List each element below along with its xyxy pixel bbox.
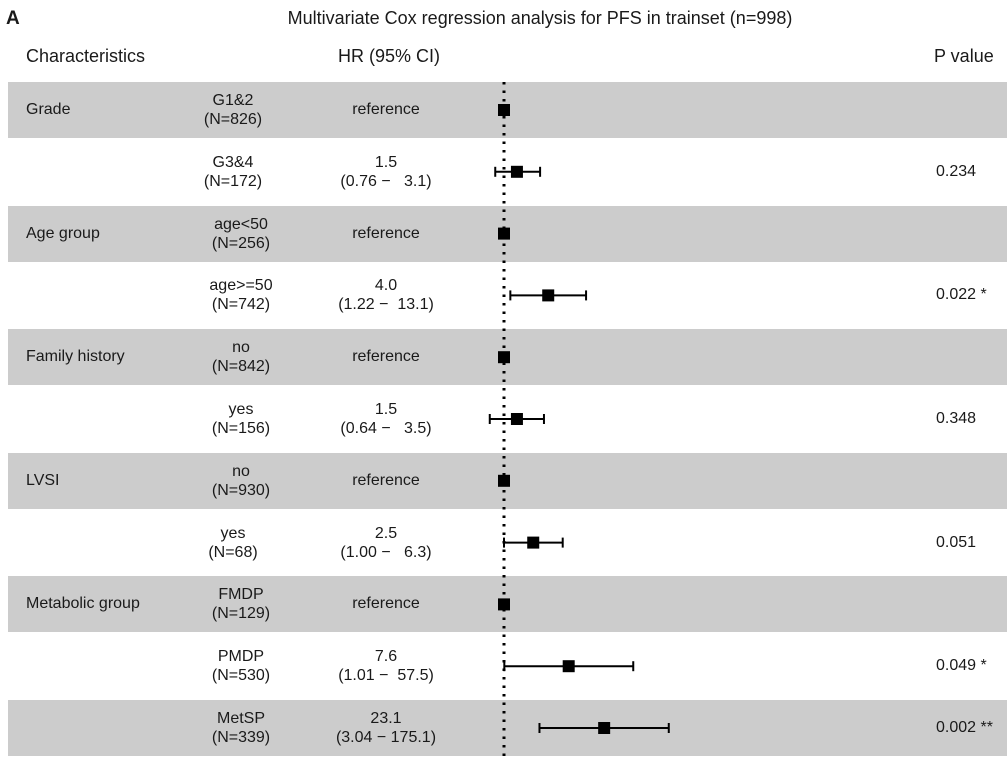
hr-value: 4.0 — [374, 277, 398, 295]
sample-size: (N=68) — [208, 543, 258, 561]
hr-point-marker — [542, 289, 555, 302]
hr-point-marker — [562, 660, 575, 673]
level-label: no — [232, 339, 250, 357]
sample-size: (N=930) — [211, 481, 271, 499]
hr-value: reference — [352, 348, 420, 366]
hr-value: 23.1 — [370, 710, 402, 727]
level-label: no — [232, 462, 250, 480]
level-cell: G1&2 (N=826) — [188, 91, 278, 129]
header-hr: HR (95% CI) — [338, 46, 441, 66]
hr-value: reference — [352, 471, 420, 489]
sample-size: (N=826) — [203, 111, 263, 128]
level-label: G3&4 — [212, 153, 254, 171]
table-row: Age group age<50 (N=256) reference — [8, 205, 1007, 262]
ci-range: (0.64 − 3.5) — [340, 420, 432, 437]
table-row: MetSP (N=339) 23.1 (3.04 − 175.1) 0.002 ** — [8, 700, 1007, 756]
table-row: age>=50 (N=742) 4.0 (1.22 − 13.1) 0.022 * — [8, 267, 1007, 323]
level-label: G1&2 — [212, 92, 254, 109]
ci-range: (1.00 − 6.3) — [340, 543, 432, 561]
level-label: yes — [220, 524, 246, 542]
hr-value: 1.5 — [374, 401, 398, 418]
level-cell: no (N=930) — [196, 462, 286, 500]
p-value: 0.348 — [936, 410, 977, 427]
hr-value: reference — [352, 101, 420, 118]
sample-size: (N=742) — [211, 296, 271, 314]
characteristic-label: Age group — [26, 224, 100, 242]
hr-cell: 1.5 (0.76 − 3.1) — [296, 153, 476, 191]
p-value: 0.022 * — [936, 286, 987, 304]
hr-point-marker — [498, 351, 510, 364]
table-row: yes (N=68) 2.5 (1.00 − 6.3) 0.051 — [8, 515, 1007, 571]
level-label: age<50 — [214, 215, 268, 233]
hr-cell: reference — [296, 471, 476, 490]
hr-point-marker — [527, 536, 540, 549]
chart-title: Multivariate Cox regression analysis for… — [287, 8, 793, 28]
p-value: 0.051 — [936, 533, 977, 551]
level-cell: FMDP (N=129) — [196, 585, 286, 623]
characteristic-label: Family history — [26, 348, 125, 366]
sample-size: (N=129) — [211, 605, 271, 623]
ci-range: (1.22 − 13.1) — [338, 296, 434, 314]
hr-point-marker — [498, 474, 510, 487]
hr-cell: 4.0 (1.22 − 13.1) — [296, 276, 476, 314]
level-cell: age<50 (N=256) — [196, 215, 286, 253]
level-cell: PMDP (N=530) — [196, 647, 286, 685]
hr-point-marker — [498, 598, 510, 611]
hr-point-marker — [510, 413, 523, 425]
hr-cell: 23.1 (3.04 − 175.1) — [296, 709, 476, 747]
hr-cell: reference — [296, 100, 476, 119]
level-label: yes — [228, 401, 254, 418]
level-cell: G3&4 (N=172) — [188, 153, 278, 191]
sample-size: (N=530) — [211, 667, 271, 685]
sample-size: (N=256) — [211, 234, 271, 252]
characteristic-label: Grade — [26, 101, 71, 118]
sample-size: (N=172) — [203, 172, 263, 190]
hr-cell: 7.6 (1.01 − 57.5) — [296, 647, 476, 685]
sample-size: (N=156) — [211, 420, 271, 437]
hr-value: 2.5 — [374, 524, 398, 542]
hr-point-marker — [498, 227, 510, 240]
hr-cell: 2.5 (1.00 − 6.3) — [296, 524, 476, 562]
hr-value: reference — [352, 224, 420, 242]
table-row: G3&4 (N=172) 1.5 (0.76 − 3.1) 0.234 — [8, 144, 1007, 200]
level-cell: age>=50 (N=742) — [196, 276, 286, 314]
ci-range: (0.76 − 3.1) — [340, 172, 432, 190]
p-value: 0.049 * — [936, 657, 987, 675]
hr-cell: reference — [296, 347, 476, 366]
table-row: PMDP (N=530) 7.6 (1.01 − 57.5) 0.049 * — [8, 638, 1007, 694]
level-cell: MetSP (N=339) — [196, 709, 286, 747]
level-cell: no (N=842) — [196, 338, 286, 376]
hr-point-marker — [498, 104, 510, 116]
level-cell: yes (N=68) — [188, 524, 278, 562]
characteristic-label: LVSI — [26, 471, 60, 489]
ci-range: (3.04 − 175.1) — [335, 729, 437, 746]
characteristic-label: Metabolic group — [26, 595, 140, 613]
sample-size: (N=339) — [211, 729, 271, 746]
hr-cell: 1.5 (0.64 − 3.5) — [296, 400, 476, 438]
table-row: yes (N=156) 1.5 (0.64 − 3.5) 0.348 — [8, 391, 1007, 447]
p-value: 0.002 ** — [936, 719, 993, 736]
panel-letter: A — [6, 8, 20, 29]
sample-size: (N=842) — [211, 358, 271, 376]
hr-value: 1.5 — [374, 153, 398, 171]
level-label: FMDP — [218, 586, 264, 604]
level-label: MetSP — [216, 710, 265, 727]
hr-cell: reference — [296, 594, 476, 613]
level-label: PMDP — [217, 648, 265, 666]
hr-point-marker — [510, 165, 523, 178]
hr-point-marker — [598, 722, 611, 734]
hr-value: 7.6 — [374, 648, 398, 666]
header-characteristics: Characteristics — [26, 46, 146, 66]
hr-value: reference — [352, 595, 420, 613]
level-cell: yes (N=156) — [196, 400, 286, 438]
hr-cell: reference — [296, 224, 476, 243]
p-value: 0.234 — [936, 162, 977, 180]
header-p-value: P value — [934, 46, 994, 66]
ci-range: (1.01 − 57.5) — [338, 667, 434, 685]
level-label: age>=50 — [209, 277, 273, 295]
